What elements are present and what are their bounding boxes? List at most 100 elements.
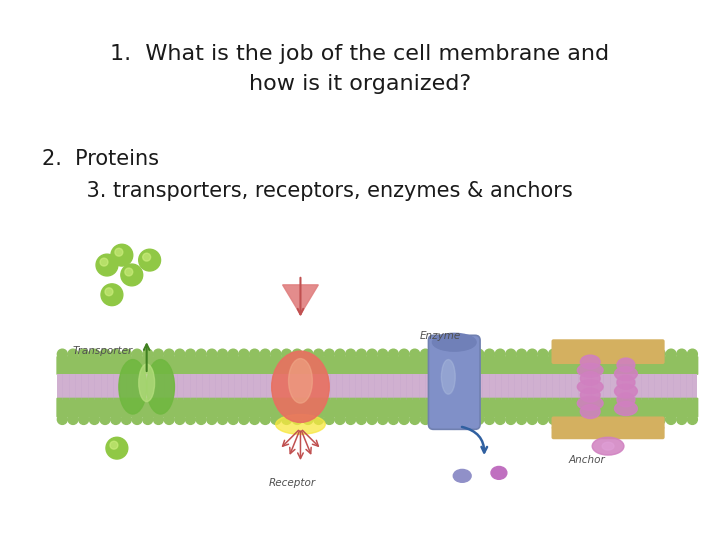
FancyBboxPatch shape <box>56 356 698 375</box>
Circle shape <box>250 349 259 359</box>
Circle shape <box>335 415 345 424</box>
Circle shape <box>239 349 249 359</box>
Circle shape <box>634 415 644 424</box>
Circle shape <box>260 349 270 359</box>
Circle shape <box>132 349 142 359</box>
Ellipse shape <box>454 469 471 482</box>
Text: Enzyme: Enzyme <box>420 331 461 341</box>
Circle shape <box>570 349 580 359</box>
Circle shape <box>527 415 537 424</box>
Circle shape <box>367 349 377 359</box>
Ellipse shape <box>580 388 600 402</box>
Circle shape <box>143 253 150 261</box>
Circle shape <box>175 415 185 424</box>
Circle shape <box>677 349 687 359</box>
Circle shape <box>282 349 292 359</box>
FancyBboxPatch shape <box>552 427 665 439</box>
Circle shape <box>474 415 484 424</box>
Circle shape <box>100 415 110 424</box>
Circle shape <box>580 415 590 424</box>
Ellipse shape <box>577 363 603 377</box>
Circle shape <box>153 415 163 424</box>
Ellipse shape <box>617 375 635 389</box>
Circle shape <box>314 349 323 359</box>
Circle shape <box>228 415 238 424</box>
Circle shape <box>122 415 131 424</box>
Circle shape <box>143 349 153 359</box>
FancyBboxPatch shape <box>552 339 665 353</box>
Ellipse shape <box>580 404 600 418</box>
Circle shape <box>559 349 570 359</box>
Circle shape <box>164 415 174 424</box>
Circle shape <box>666 349 676 359</box>
Circle shape <box>634 349 644 359</box>
Circle shape <box>613 415 623 424</box>
Circle shape <box>271 349 281 359</box>
Circle shape <box>132 415 142 424</box>
Circle shape <box>356 415 366 424</box>
Circle shape <box>602 349 612 359</box>
Circle shape <box>78 349 89 359</box>
Circle shape <box>186 415 195 424</box>
Text: 2.  Proteins: 2. Proteins <box>42 149 159 169</box>
Ellipse shape <box>580 372 600 386</box>
Circle shape <box>196 349 206 359</box>
Circle shape <box>122 349 131 359</box>
Circle shape <box>559 415 570 424</box>
Circle shape <box>89 349 99 359</box>
Circle shape <box>420 415 431 424</box>
FancyBboxPatch shape <box>552 416 665 429</box>
Circle shape <box>591 415 601 424</box>
Circle shape <box>78 415 89 424</box>
Text: Transporter: Transporter <box>72 346 132 356</box>
Circle shape <box>378 415 387 424</box>
Circle shape <box>324 349 334 359</box>
Circle shape <box>431 415 441 424</box>
Text: 3. transporters, receptors, enzymes & anchors: 3. transporters, receptors, enzymes & an… <box>60 181 573 201</box>
Circle shape <box>68 349 78 359</box>
Circle shape <box>399 349 409 359</box>
Circle shape <box>346 349 356 359</box>
Text: how is it organized?: how is it organized? <box>249 74 471 94</box>
Circle shape <box>335 349 345 359</box>
Circle shape <box>100 258 108 266</box>
Circle shape <box>110 441 118 449</box>
Circle shape <box>516 349 526 359</box>
Circle shape <box>111 415 121 424</box>
Circle shape <box>388 349 398 359</box>
Circle shape <box>485 349 495 359</box>
Circle shape <box>399 415 409 424</box>
Circle shape <box>58 415 67 424</box>
Ellipse shape <box>592 437 624 455</box>
Circle shape <box>292 415 302 424</box>
FancyBboxPatch shape <box>552 350 665 364</box>
Circle shape <box>655 415 665 424</box>
Circle shape <box>463 349 473 359</box>
Circle shape <box>431 349 441 359</box>
Circle shape <box>250 415 259 424</box>
Circle shape <box>239 415 249 424</box>
Circle shape <box>452 415 462 424</box>
Ellipse shape <box>617 393 635 407</box>
Circle shape <box>474 349 484 359</box>
Circle shape <box>271 415 281 424</box>
Circle shape <box>485 415 495 424</box>
Circle shape <box>324 415 334 424</box>
Circle shape <box>463 415 473 424</box>
Ellipse shape <box>615 402 637 415</box>
Circle shape <box>388 415 398 424</box>
Circle shape <box>111 349 121 359</box>
Ellipse shape <box>433 333 476 351</box>
Circle shape <box>420 349 431 359</box>
Circle shape <box>292 349 302 359</box>
Circle shape <box>591 349 601 359</box>
Circle shape <box>688 415 698 424</box>
Text: Anchor: Anchor <box>568 455 605 465</box>
Circle shape <box>580 349 590 359</box>
Ellipse shape <box>289 359 312 403</box>
Ellipse shape <box>434 414 474 429</box>
Circle shape <box>58 349 67 359</box>
Ellipse shape <box>119 360 147 414</box>
Circle shape <box>68 415 78 424</box>
Circle shape <box>549 415 559 424</box>
